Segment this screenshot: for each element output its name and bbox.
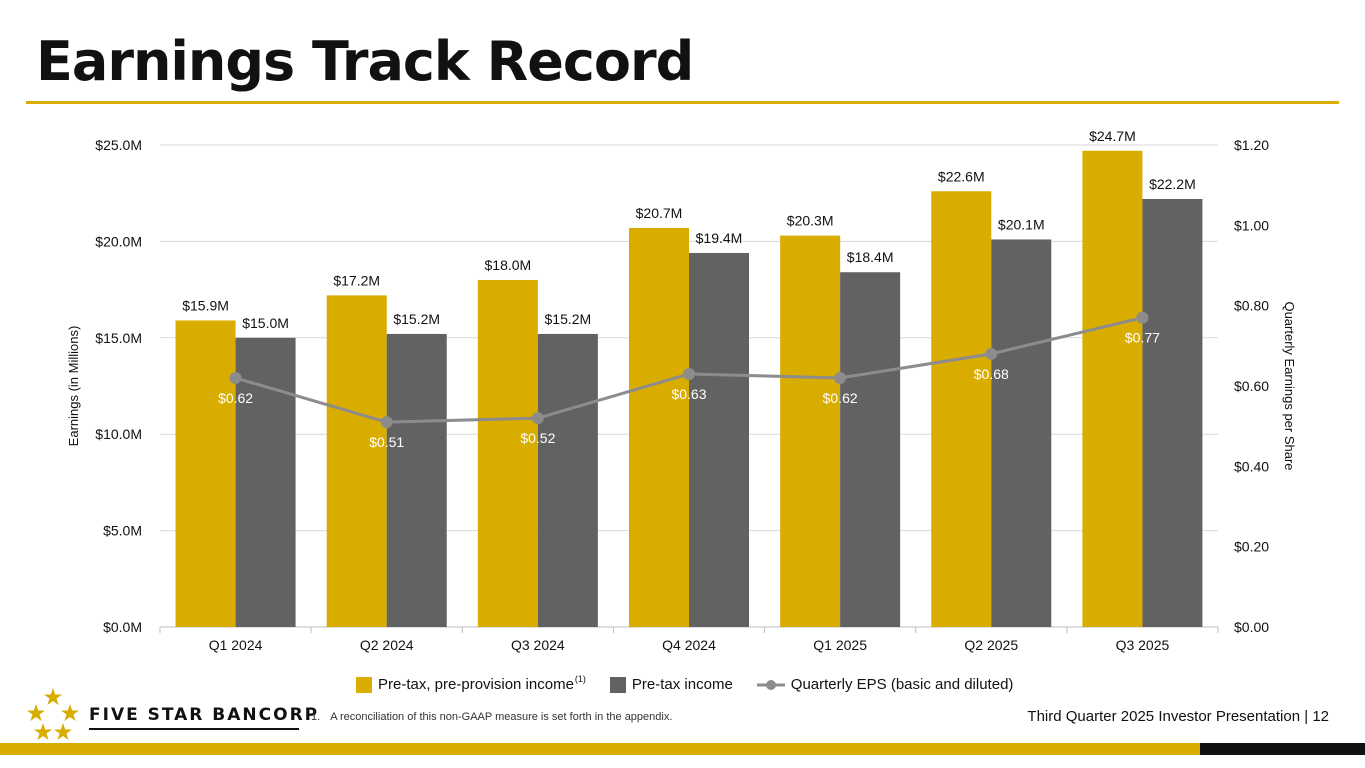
x-tick-label: Q3 2025 [1116,637,1170,653]
bar-label-ppi: $15.9M [182,297,229,313]
legend-label-pti: Pre-tax income [631,676,733,693]
x-tick-label: Q2 2024 [360,637,414,653]
x-tick-label: Q3 2024 [511,637,565,653]
bar-label-pti: $15.0M [242,315,289,331]
eps-point [1136,311,1149,324]
y-tick-label: $15.0M [95,330,142,346]
legend-footnote-ref: (1) [574,673,586,684]
y-tick-label: $20.0M [95,233,142,249]
footer-bar-gold [0,743,1200,755]
bar-label-ppi: $22.6M [938,168,985,184]
bar-ppi [326,295,387,627]
bar-ppi [780,235,841,627]
chart-legend: Pre-tax, pre-provision income (1) Pre-tax… [356,673,1037,693]
bar-pti [1142,198,1203,627]
bar-label-pti: $20.1M [998,216,1045,232]
x-tick-label: Q1 2025 [813,637,867,653]
earnings-chart: $0.0M $5.0M $10.0M $15.0M $20.0M $25.0M $0.00 $… [66,128,1297,653]
bar-label-pti: $18.4M [847,249,894,265]
page-number: 12 [1312,708,1329,725]
eps-label: $0.51 [369,434,404,450]
bar-pti [991,239,1052,628]
eps-point [683,367,695,380]
eps-label: $0.62 [823,390,858,406]
y2-tick-label: $1.20 [1234,137,1269,153]
y-tick-label: $25.0M [95,137,142,153]
y2-tick-label: $0.60 [1234,378,1269,394]
bar-label-pti: $19.4M [696,230,743,246]
bar-ppi [629,227,689,628]
y-axis-title: Earnings (in Millions) [66,326,81,447]
bar-ppi [477,279,538,627]
legend-label-eps: Quarterly EPS (basic and diluted) [790,676,1014,693]
bar-pti [537,333,598,627]
bar-label-ppi: $20.7M [636,205,683,221]
legend-item-eps: Quarterly EPS (basic and diluted) [756,676,1014,693]
bar-label-pti: $22.2M [1149,176,1196,192]
x-tick-label: Q2 2025 [964,637,1018,653]
bar-ppi [931,191,992,627]
brand-name: FIVE STAR BANCORP [89,705,320,725]
eps-label: $0.62 [218,390,253,406]
footnote: 1. A reconciliation of this non-GAAP meas… [311,711,672,723]
legend-swatch-eps [756,679,785,690]
x-tick-label: Q1 2024 [209,637,263,653]
bar-ppi [1082,150,1143,627]
y2-axis-title: Quarterly Earnings per Share [1282,301,1297,470]
eps-label: $0.52 [520,430,555,446]
bar-label-ppi: $20.3M [787,213,834,229]
bar-label-pti: $15.2M [393,311,440,327]
bar-label-ppi: $17.2M [333,272,380,288]
legend-label-ppi: Pre-tax, pre-provision income [378,676,574,693]
footnote-text: A reconciliation of this non-GAAP measur… [330,711,673,723]
footer-bar-black [1200,743,1365,755]
legend-item-ppi: Pre-tax, pre-provision income (1) [356,673,586,693]
legend-swatch-pti [609,676,626,693]
y2-tick-label: $1.00 [1234,217,1269,233]
eps-point [229,371,242,384]
eps-label: $0.77 [1125,330,1160,346]
y2-tick-label: $0.80 [1234,298,1269,314]
brand-underline [89,728,299,730]
bar-pti [689,252,749,627]
y-tick-label: $10.0M [95,426,142,442]
bar-pti [840,272,901,627]
eps-label: $0.63 [671,386,706,402]
y-tick-label: $0.0M [103,619,142,635]
eps-label: $0.68 [974,366,1009,382]
eps-point [834,371,847,384]
bar-label-ppi: $24.7M [1089,128,1136,144]
x-tick-label: Q4 2024 [662,637,716,653]
footnote-number: 1. [311,711,321,723]
bar-label-pti: $15.2M [545,311,592,327]
eps-point [531,412,544,425]
y2-tick-label: $0.00 [1234,619,1269,635]
presentation-title: Third Quarter 2025 Investor Presentation… [1027,708,1309,725]
legend-item-pti: Pre-tax income [609,676,733,693]
y-tick-label: $5.0M [103,523,142,539]
title-divider [26,101,1339,104]
five-star-logo-icon [27,688,79,740]
eps-point [380,416,393,429]
presentation-footer: Third Quarter 2025 Investor Presentation… [1027,708,1329,725]
eps-point [985,347,998,360]
page-title: Earnings Track Record [36,30,694,93]
y2-tick-label: $0.20 [1234,539,1269,555]
bar-pti [386,333,447,627]
bar-label-ppi: $18.0M [485,257,532,273]
bar-ppi [175,320,236,627]
y2-tick-label: $0.40 [1234,458,1269,474]
legend-swatch-ppi [356,676,372,693]
